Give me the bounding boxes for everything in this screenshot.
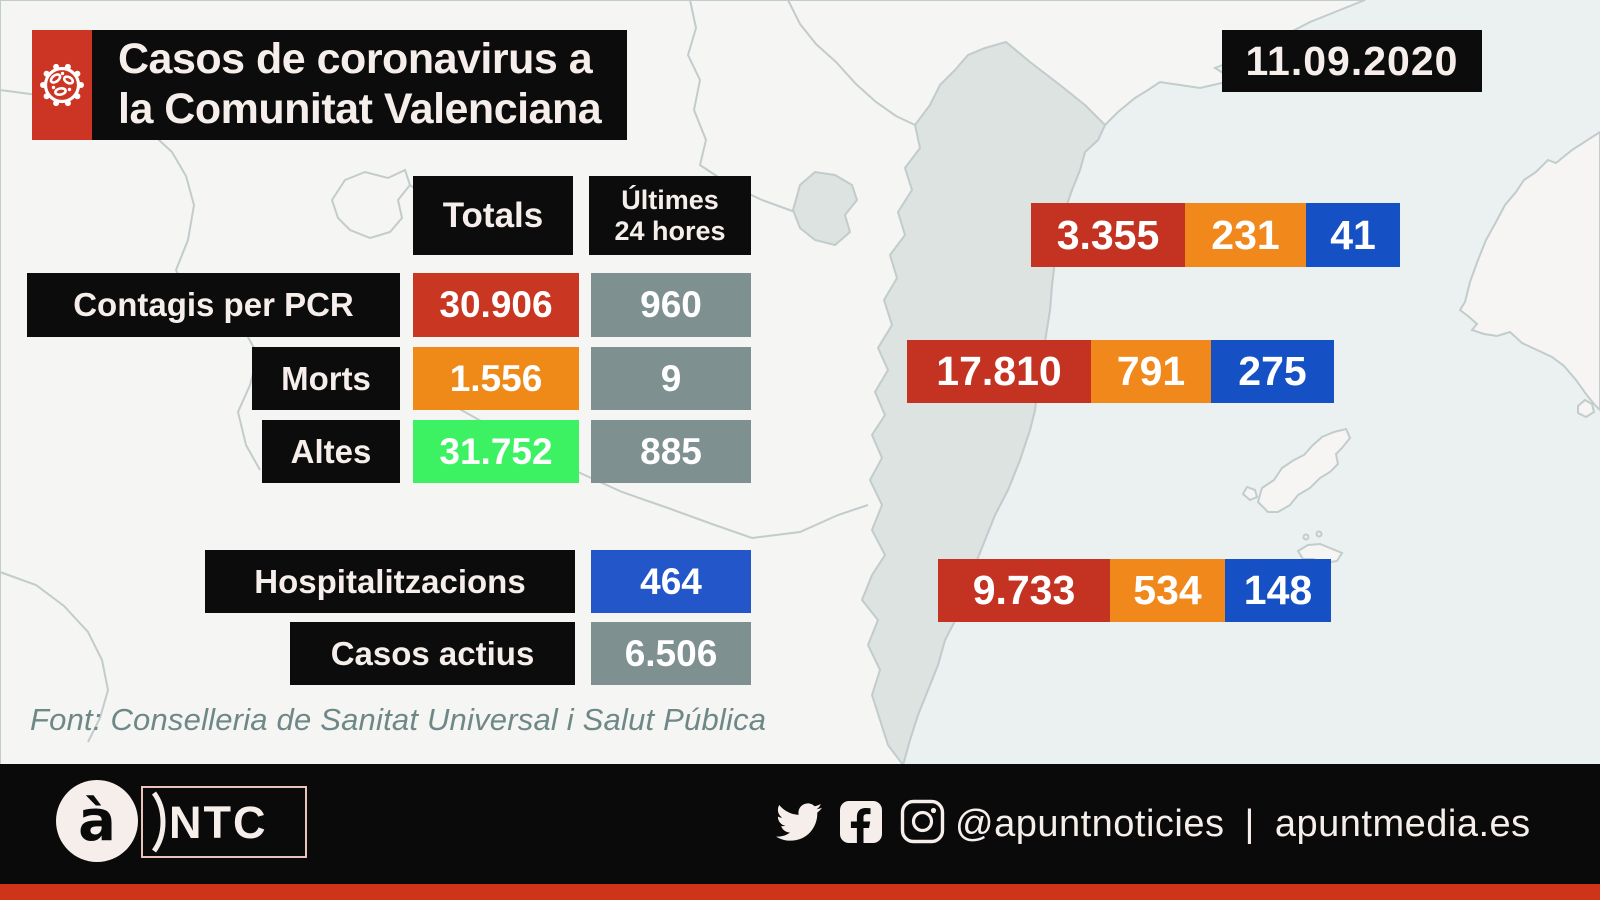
- row-label-morts: Morts: [252, 347, 400, 410]
- instagram-icon: [900, 799, 945, 844]
- map-stat-orange: 534: [1110, 559, 1225, 622]
- value-casos-actius: 6.506: [591, 622, 751, 685]
- cabrera-islet: [1577, 398, 1596, 419]
- social-handle: @apuntnoticies: [955, 802, 1225, 845]
- column-header-last24: Últimes 24 hores: [589, 176, 751, 255]
- row-label-casos-actius: Casos actius: [290, 622, 575, 685]
- map-stat-red: 17.810: [907, 340, 1091, 403]
- map-stat-orange: 791: [1091, 340, 1211, 403]
- coronavirus-icon: [32, 30, 92, 140]
- date-badge: 11.09.2020: [1222, 30, 1482, 92]
- map-stat-bar-center: 17.810 791 275: [907, 340, 1334, 403]
- facebook-icon: [840, 801, 882, 843]
- column-header-totals: Totals: [413, 176, 573, 255]
- map-stat-bar-south: 9.733 534 148: [938, 559, 1331, 622]
- ntc-logo-text: NTC: [169, 796, 268, 848]
- row-label-altes: Altes: [262, 420, 400, 483]
- ibiza-island: [1256, 427, 1352, 513]
- bottom-accent-bar: [0, 884, 1600, 900]
- ntc-bracket-icon: [151, 791, 166, 853]
- row-label-contagis-pcr: Contagis per PCR: [27, 273, 400, 337]
- map-stat-red: 3.355: [1031, 203, 1185, 267]
- mallorca-island: [1458, 130, 1600, 412]
- ntc-logo: NTC: [141, 786, 307, 858]
- value-morts-last24: 9: [591, 347, 751, 410]
- footer-separator: |: [1244, 802, 1255, 845]
- map-stat-blue: 148: [1225, 559, 1331, 622]
- footer-social-text: @apuntnoticies | apuntmedia.es: [955, 764, 1531, 884]
- source-credit: Font: Conselleria de Sanitat Universal i…: [30, 702, 767, 737]
- ibiza-west-islet: [1241, 485, 1259, 502]
- map-stat-orange: 231: [1185, 203, 1306, 267]
- svg-text:à: à: [78, 789, 116, 854]
- map-stat-blue: 41: [1306, 203, 1400, 267]
- province-border-line: [0, 571, 110, 743]
- map-stat-red: 9.733: [938, 559, 1110, 622]
- title-line-2: la Comunitat Valenciana: [118, 85, 602, 133]
- page-title: Casos de coronavirus a la Comunitat Vale…: [92, 30, 628, 140]
- map-stat-bar-north: 3.355 231 41: [1031, 203, 1400, 267]
- website-url: apuntmedia.es: [1274, 802, 1531, 845]
- islet: [1315, 530, 1323, 538]
- title-block: Casos de coronavirus a la Comunitat Vale…: [32, 30, 628, 140]
- column-header-last24-line1: Últimes: [621, 185, 719, 216]
- map-stat-blue: 275: [1211, 340, 1334, 403]
- value-morts-total: 1.556: [413, 347, 579, 410]
- apunt-logo: à: [56, 780, 138, 862]
- value-contagis-last24: 960: [591, 273, 751, 337]
- islet: [1302, 533, 1310, 541]
- value-hospitalitzacions: 464: [591, 550, 751, 613]
- column-header-last24-line2: 24 hores: [614, 215, 726, 246]
- row-label-hospitalitzacions: Hospitalitzacions: [205, 550, 575, 613]
- value-altes-last24: 885: [591, 420, 751, 483]
- province-border-line: [787, 0, 916, 126]
- value-contagis-total: 30.906: [413, 273, 579, 337]
- cv-exclave: [791, 170, 859, 247]
- value-altes-total: 31.752: [413, 420, 579, 483]
- title-line-1: Casos de coronavirus a: [118, 35, 593, 84]
- twitter-bird-icon: [776, 803, 822, 841]
